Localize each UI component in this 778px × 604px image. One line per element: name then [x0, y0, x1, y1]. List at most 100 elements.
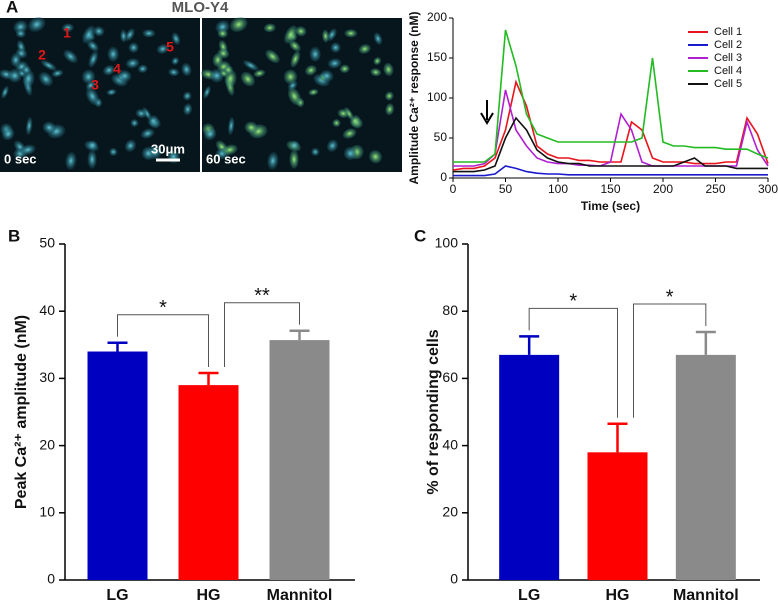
x-tick-label: 250 [705, 182, 725, 196]
x-tick-label: HG [606, 587, 630, 604]
error-bar [695, 330, 716, 355]
cell [217, 29, 228, 38]
significance-bracket [633, 303, 707, 418]
x-axis-label: Time (sec) [581, 199, 640, 213]
x-tick-label: 100 [548, 182, 568, 196]
y-axis-label: Peak Ca²⁺ amplitude (nM) [13, 315, 30, 509]
y-tick-label: 0 [440, 170, 447, 184]
caption: 60 sec [206, 151, 246, 166]
cell [212, 52, 223, 67]
series-line [453, 29, 769, 163]
error-bar [607, 422, 628, 453]
y-tick-label: 0 [450, 571, 458, 587]
cell [342, 128, 357, 139]
y-axis-label: % of responding cells [425, 329, 442, 494]
series-line [453, 165, 768, 177]
cell [40, 60, 57, 71]
cell [373, 57, 382, 65]
error-bar [519, 335, 540, 355]
legend-label: Cell 5 [714, 78, 742, 90]
cell [106, 88, 117, 96]
cell [349, 115, 361, 127]
cell [369, 150, 382, 164]
legend-label: Cell 2 [714, 39, 742, 51]
cell [215, 20, 230, 34]
x-tick-label: HG [197, 587, 221, 604]
y-tick-label: 150 [427, 50, 447, 64]
cell [344, 29, 358, 38]
cell [203, 85, 211, 99]
cell [181, 62, 192, 77]
cell [326, 28, 337, 42]
cell [25, 116, 33, 136]
cell [308, 88, 319, 96]
bar [499, 354, 560, 580]
cell [305, 65, 317, 76]
cell [370, 68, 382, 77]
cell [295, 26, 307, 37]
cell [182, 91, 192, 101]
significance-bracket [117, 314, 209, 368]
bar [269, 340, 330, 580]
cell [1, 127, 15, 141]
x-tick-label: LG [518, 587, 540, 604]
cell [10, 52, 21, 67]
cell [128, 42, 139, 53]
cell [87, 40, 99, 52]
cell [337, 108, 349, 118]
cell [263, 23, 276, 33]
cell-label: 5 [166, 39, 174, 55]
y-axis-label: Amplitude Ca²⁺ response (nM) [407, 11, 421, 184]
cell [287, 87, 301, 106]
cell [240, 71, 255, 87]
cell [373, 32, 383, 45]
cell [322, 29, 330, 43]
cell [171, 57, 180, 65]
cell [253, 69, 266, 78]
cell [385, 103, 395, 116]
significance-label: * [569, 291, 577, 313]
cell [93, 26, 105, 37]
legend-label: Cell 1 [714, 26, 742, 38]
bar [587, 452, 648, 580]
y-tick-label: 60 [442, 369, 458, 385]
y-tick-label: 100 [435, 235, 459, 251]
cell [289, 40, 301, 52]
cell [309, 46, 321, 62]
x-tick-label: 50 [499, 182, 513, 196]
cell [147, 115, 159, 127]
y-tick-label: 0 [47, 571, 55, 587]
cell [289, 150, 299, 169]
stimulus-arrow [480, 100, 494, 125]
cell [290, 50, 301, 68]
legend-label: Cell 4 [714, 65, 742, 77]
x-tick-label: LG [106, 587, 128, 604]
x-tick-label: 300 [758, 182, 778, 196]
cell [223, 65, 234, 75]
caption: 0 sec [4, 151, 37, 166]
bar [178, 385, 239, 580]
bar [675, 354, 736, 580]
cell [20, 144, 36, 156]
cell [326, 139, 339, 152]
y-tick-label: 50 [39, 235, 55, 251]
cell [85, 87, 99, 106]
cell [330, 42, 341, 53]
cell [244, 121, 258, 134]
significance-label: ** [254, 285, 270, 307]
cell-label: 3 [91, 77, 99, 93]
cell [384, 91, 394, 101]
significance-label: * [159, 297, 167, 319]
cell [230, 16, 248, 32]
cell-label: 1 [63, 25, 71, 41]
cell [21, 65, 32, 75]
x-tick-label: Mannitol [673, 587, 739, 604]
cell [265, 49, 280, 64]
cell [383, 62, 394, 77]
cell [82, 25, 96, 44]
cell [13, 20, 28, 34]
cell [51, 69, 64, 78]
cell [183, 103, 193, 116]
cell-label: 4 [113, 61, 121, 77]
